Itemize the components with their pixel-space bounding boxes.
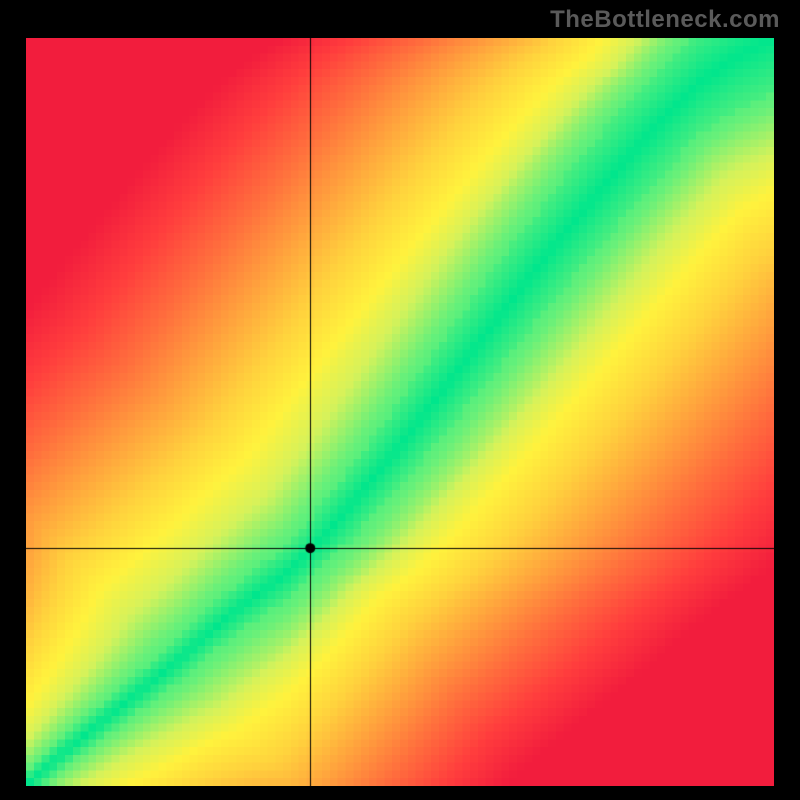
chart-frame: TheBottleneck.com [0,0,800,800]
heatmap-canvas [26,38,774,786]
watermark-text: TheBottleneck.com [550,6,780,34]
plot-area [26,38,774,786]
